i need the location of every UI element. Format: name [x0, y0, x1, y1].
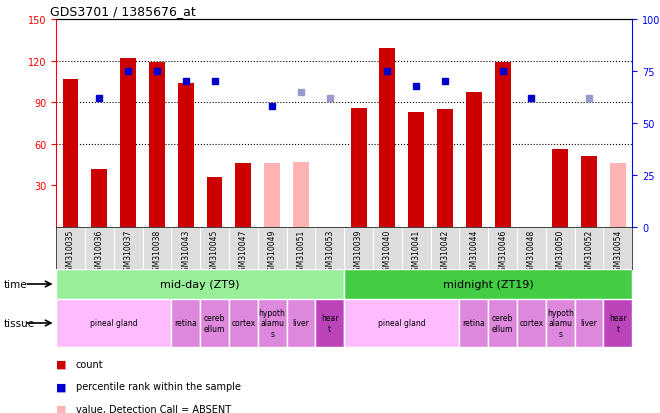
Text: cortex: cortex — [231, 319, 255, 328]
Text: retina: retina — [463, 319, 485, 328]
Bar — [264, 164, 280, 228]
Text: GDS3701 / 1385676_at: GDS3701 / 1385676_at — [50, 5, 195, 18]
Text: ■: ■ — [56, 359, 67, 369]
Text: GSM310043: GSM310043 — [182, 230, 190, 276]
Text: retina: retina — [174, 319, 197, 328]
Bar — [552, 150, 568, 228]
Text: tissue: tissue — [3, 318, 34, 328]
Text: GSM310041: GSM310041 — [412, 230, 420, 276]
Text: GSM310053: GSM310053 — [325, 230, 334, 276]
Text: pineal gland: pineal gland — [378, 319, 426, 328]
Text: GSM310045: GSM310045 — [210, 230, 219, 276]
Bar — [178, 83, 193, 228]
Text: GSM310036: GSM310036 — [95, 230, 104, 276]
Bar — [466, 93, 482, 228]
Bar — [603, 299, 632, 347]
Text: GSM310039: GSM310039 — [354, 230, 363, 276]
Bar — [229, 299, 258, 347]
Text: ■: ■ — [56, 382, 67, 392]
Text: cereb
ellum: cereb ellum — [204, 313, 225, 333]
Text: hear
t: hear t — [321, 313, 339, 333]
Text: mid-day (ZT9): mid-day (ZT9) — [160, 279, 240, 289]
Bar — [236, 164, 251, 228]
Bar — [488, 299, 517, 347]
Bar — [459, 299, 488, 347]
Bar — [56, 299, 172, 347]
Bar — [345, 299, 459, 347]
Text: GSM310048: GSM310048 — [527, 230, 536, 276]
Text: GSM310047: GSM310047 — [239, 230, 248, 276]
Bar — [56, 269, 345, 299]
Bar — [409, 113, 424, 228]
Text: count: count — [76, 359, 104, 369]
Text: GSM310046: GSM310046 — [498, 230, 507, 276]
Bar — [495, 63, 511, 228]
Text: GSM310037: GSM310037 — [123, 230, 133, 276]
Text: hypoth
alamu
s: hypoth alamu s — [259, 309, 286, 338]
Text: GSM310052: GSM310052 — [585, 230, 593, 276]
Text: GSM310035: GSM310035 — [66, 230, 75, 276]
Bar — [379, 49, 395, 228]
Bar — [610, 164, 626, 228]
Text: pineal gland: pineal gland — [90, 319, 137, 328]
Bar — [172, 299, 200, 347]
Bar — [575, 299, 603, 347]
Bar — [581, 157, 597, 228]
Text: GSM310040: GSM310040 — [383, 230, 392, 276]
Text: cereb
ellum: cereb ellum — [492, 313, 513, 333]
Text: cortex: cortex — [519, 319, 544, 328]
Bar — [286, 299, 315, 347]
Text: percentile rank within the sample: percentile rank within the sample — [76, 382, 241, 392]
Bar — [149, 63, 165, 228]
Text: liver: liver — [581, 319, 597, 328]
Text: midnight (ZT19): midnight (ZT19) — [443, 279, 533, 289]
Bar — [120, 59, 136, 228]
Text: time: time — [3, 279, 27, 289]
Bar — [517, 299, 546, 347]
Bar — [258, 299, 286, 347]
Text: GSM310051: GSM310051 — [296, 230, 306, 276]
Text: GSM310038: GSM310038 — [152, 230, 162, 276]
Bar — [200, 299, 229, 347]
Bar — [293, 162, 309, 228]
Text: GSM310042: GSM310042 — [440, 230, 449, 276]
Text: GSM310050: GSM310050 — [556, 230, 565, 276]
Text: GSM310049: GSM310049 — [268, 230, 277, 276]
Text: liver: liver — [292, 319, 310, 328]
Bar — [63, 79, 79, 228]
Text: hypoth
alamu
s: hypoth alamu s — [547, 309, 574, 338]
Bar — [207, 178, 222, 228]
Bar — [315, 299, 345, 347]
Text: ■: ■ — [56, 404, 67, 413]
Bar — [91, 169, 107, 228]
Bar — [350, 109, 366, 228]
Bar — [345, 269, 632, 299]
Bar — [437, 110, 453, 228]
Bar — [546, 299, 575, 347]
Text: hear
t: hear t — [609, 313, 626, 333]
Text: GSM310054: GSM310054 — [613, 230, 622, 276]
Text: GSM310044: GSM310044 — [469, 230, 478, 276]
Text: value, Detection Call = ABSENT: value, Detection Call = ABSENT — [76, 404, 231, 413]
